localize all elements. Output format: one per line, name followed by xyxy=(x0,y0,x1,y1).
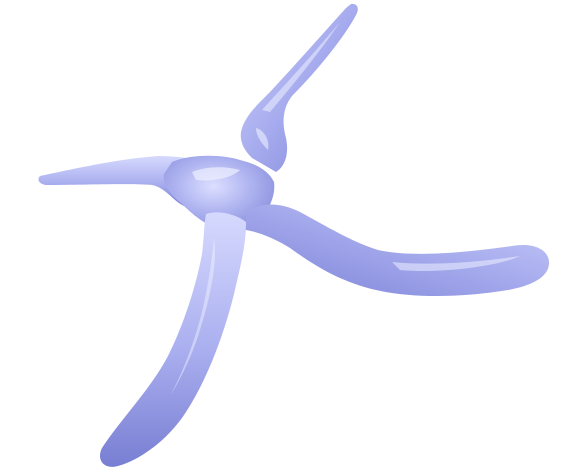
joint-highlight xyxy=(192,167,240,181)
right-handle xyxy=(246,204,550,296)
upper-jaw-highlight xyxy=(262,22,340,112)
upper-right-jaw xyxy=(240,3,358,172)
joint-bulge-highlight xyxy=(256,128,269,150)
lower-handle xyxy=(99,212,246,467)
right-handle-highlight xyxy=(392,256,520,272)
